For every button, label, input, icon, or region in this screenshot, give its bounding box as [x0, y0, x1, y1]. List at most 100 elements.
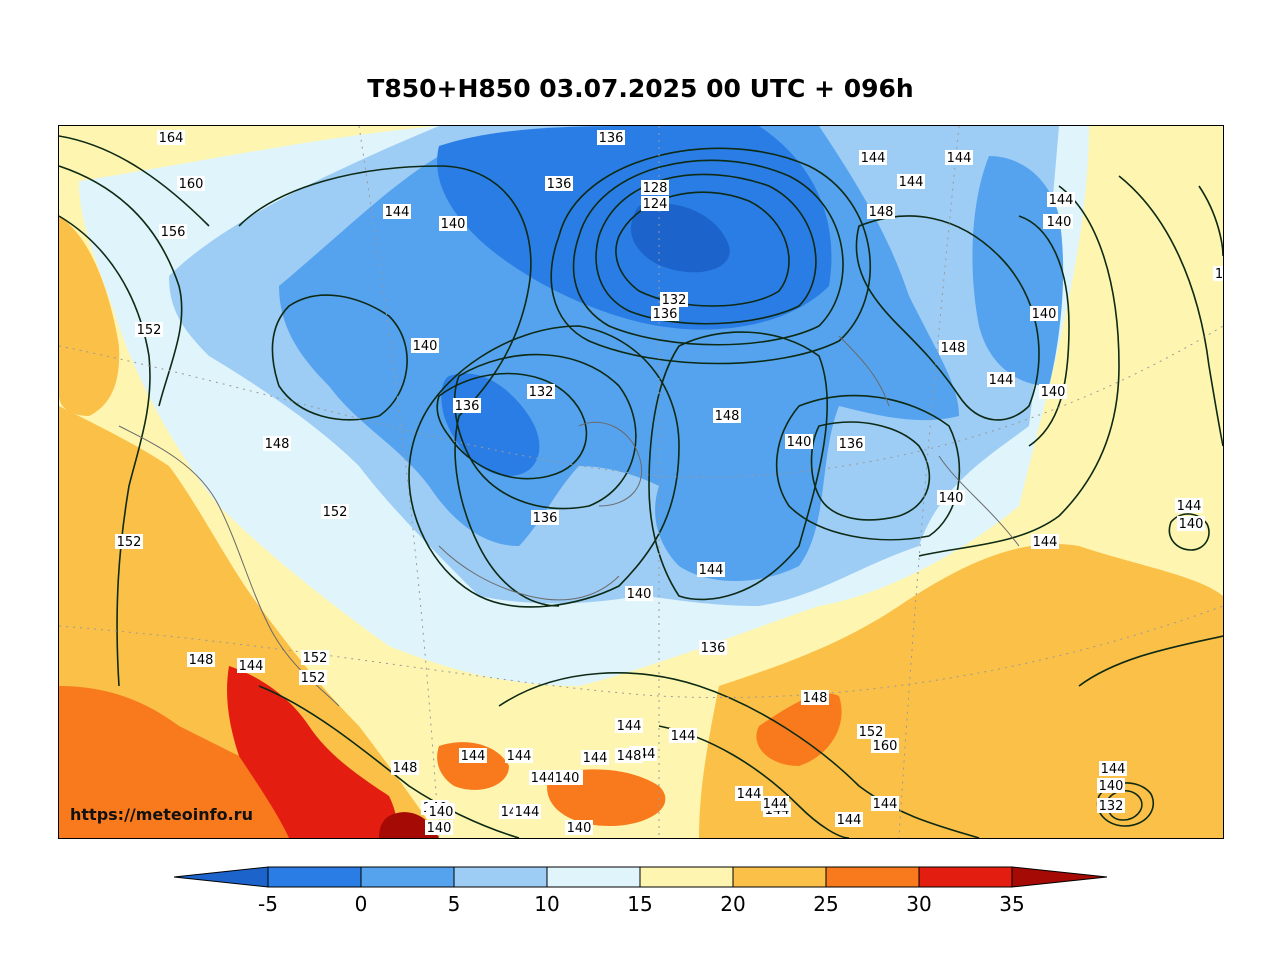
contour-label: 144	[859, 150, 887, 166]
contour-label: 140	[625, 586, 653, 602]
svg-text:136: 136	[547, 177, 572, 192]
svg-text:152: 152	[859, 725, 884, 740]
svg-text:144: 144	[1177, 499, 1202, 514]
colorbar-tick-label: 35	[999, 892, 1025, 916]
colorbar-tick-label: 30	[906, 892, 932, 916]
svg-text:140: 140	[555, 771, 580, 786]
svg-text:160: 160	[873, 739, 898, 754]
svg-text:132: 132	[1099, 799, 1124, 814]
contour-label: 144	[1031, 534, 1059, 550]
colorbar	[174, 866, 1108, 888]
contour-label: 144	[1099, 761, 1127, 777]
svg-text:160: 160	[179, 177, 204, 192]
contour-label: 140	[411, 338, 439, 354]
contour-label: 144	[1175, 498, 1203, 514]
contour-label: 144	[615, 718, 643, 734]
svg-text:148: 148	[941, 341, 966, 356]
svg-text:140: 140	[413, 339, 438, 354]
contour-label: 148	[867, 204, 895, 220]
svg-text:144: 144	[239, 659, 264, 674]
svg-text:144: 144	[1033, 535, 1058, 550]
svg-text:144: 144	[385, 205, 410, 220]
svg-text:144: 144	[617, 719, 642, 734]
colorbar-tick-label: -5	[258, 892, 278, 916]
svg-text:144: 144	[515, 805, 540, 820]
contour-label: 148	[801, 690, 829, 706]
contour-label: 144	[987, 372, 1015, 388]
contour-label: 148	[187, 652, 215, 668]
contour-label: 140	[1097, 778, 1125, 794]
svg-text:144: 144	[763, 797, 788, 812]
contour-label: 148	[939, 340, 967, 356]
contour-label: 156	[159, 224, 187, 240]
svg-text:140: 140	[787, 435, 812, 450]
svg-text:144: 144	[873, 797, 898, 812]
contour-label: 144	[383, 204, 411, 220]
contour-label: 144	[761, 796, 789, 812]
svg-text:148: 148	[189, 653, 214, 668]
svg-text:148: 148	[393, 761, 418, 776]
svg-text:1: 1	[1215, 267, 1223, 282]
contour-label: 152	[115, 534, 143, 550]
svg-text:136: 136	[599, 131, 624, 146]
contour-label: 140	[565, 820, 593, 836]
colorbar-swatch	[546, 866, 641, 888]
colorbar-swatch	[267, 866, 362, 888]
contour-label: 160	[871, 738, 899, 754]
contour-label: 144	[835, 812, 863, 828]
svg-text:152: 152	[137, 323, 162, 338]
colorbar-swatch	[732, 866, 827, 888]
contour-label: 144	[459, 748, 487, 764]
contour-label: 144	[581, 750, 609, 766]
contour-label: 136	[545, 176, 573, 192]
svg-text:144: 144	[1101, 762, 1126, 777]
geopotential-contours	[59, 135, 1223, 838]
contour-label: 136	[597, 130, 625, 146]
svg-text:144: 144	[507, 749, 532, 764]
contour-label: 148	[263, 436, 291, 452]
colorbar-tick-label: 20	[720, 892, 746, 916]
contour-label: 136	[837, 436, 865, 452]
colorbar-tick-label: 5	[447, 892, 461, 916]
contour-label: 144	[529, 770, 557, 786]
svg-text:164: 164	[159, 131, 184, 146]
contour-label: 144	[669, 728, 697, 744]
contour-label: 152	[321, 504, 349, 520]
contour-label: 144	[505, 748, 533, 764]
contour-label: 140	[1030, 306, 1058, 322]
map-title: T850+H850 03.07.2025 00 UTC + 096h	[367, 74, 914, 103]
contour-label: 128	[641, 180, 669, 196]
contour-label: 144	[735, 786, 763, 802]
svg-text:148: 148	[715, 409, 740, 424]
svg-text:136: 136	[839, 437, 864, 452]
contour-label: 136	[453, 398, 481, 414]
svg-text:140: 140	[939, 491, 964, 506]
watermark-link[interactable]: https://meteoinfo.ru	[70, 805, 253, 824]
contour-label: 136	[531, 510, 559, 526]
contour-label: 140	[553, 770, 581, 786]
contour-label: 140	[937, 490, 965, 506]
contour-label: 140	[1045, 214, 1073, 230]
svg-text:128: 128	[643, 181, 668, 196]
svg-text:144: 144	[861, 151, 886, 166]
svg-text:152: 152	[301, 671, 326, 686]
contour-label: 136	[699, 640, 727, 656]
svg-text:148: 148	[265, 437, 290, 452]
svg-text:140: 140	[1032, 307, 1057, 322]
svg-text:152: 152	[117, 535, 142, 550]
svg-text:152: 152	[323, 505, 348, 520]
colorbar-swatch	[360, 866, 455, 888]
svg-text:144: 144	[1049, 193, 1074, 208]
contour-label: 148	[713, 408, 741, 424]
svg-text:136: 136	[653, 307, 678, 322]
svg-text:144: 144	[531, 771, 556, 786]
svg-text:152: 152	[303, 651, 328, 666]
svg-text:144: 144	[461, 749, 486, 764]
contour-label: 152	[299, 670, 327, 686]
colorbar-tick-label: 0	[354, 892, 368, 916]
svg-text:144: 144	[899, 175, 924, 190]
contour-label: 140	[439, 216, 467, 232]
colorbar-swatch	[639, 866, 734, 888]
colorbar-over-arrow	[1011, 866, 1108, 888]
colorbar-swatch	[453, 866, 548, 888]
